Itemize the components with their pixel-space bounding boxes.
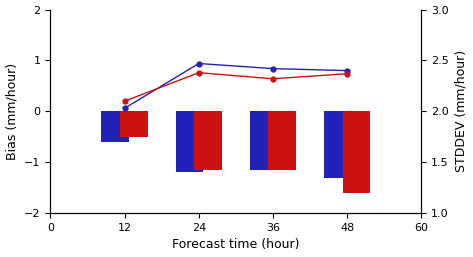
Bar [268, 111, 296, 170]
Bar [250, 111, 278, 170]
Y-axis label: Bias (mm/hour): Bias (mm/hour) [6, 63, 18, 160]
Bar [324, 111, 352, 178]
Y-axis label: STDDEV (mm/hour): STDDEV (mm/hour) [455, 50, 467, 172]
Bar [194, 111, 222, 170]
Bar [342, 111, 370, 193]
X-axis label: Forecast time (hour): Forecast time (hour) [172, 238, 299, 251]
Bar [120, 111, 148, 137]
Bar [101, 111, 129, 142]
Bar [175, 111, 203, 172]
